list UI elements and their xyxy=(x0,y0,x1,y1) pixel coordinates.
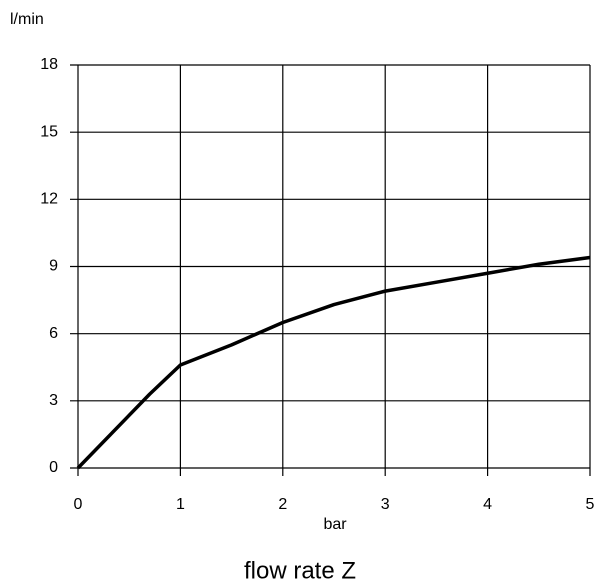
x-tick-label: 5 xyxy=(586,496,595,513)
y-tick-label: 9 xyxy=(49,258,58,275)
y-tick-label: 18 xyxy=(40,56,58,73)
y-tick-label: 3 xyxy=(49,392,58,409)
y-tick-label: 12 xyxy=(40,191,58,208)
y-tick-label: 0 xyxy=(49,459,58,476)
x-tick-label: 2 xyxy=(278,496,287,513)
chart-title: flow rate Z xyxy=(244,557,356,584)
y-axis-label: l/min xyxy=(10,11,44,28)
x-axis-label: bar xyxy=(323,516,347,533)
data-line xyxy=(76,255,591,470)
y-tick-label: 15 xyxy=(40,123,58,140)
y-tick-label: 6 xyxy=(49,325,58,342)
x-tick-label: 1 xyxy=(176,496,185,513)
x-tick-label: 3 xyxy=(381,496,390,513)
x-tick-label: 0 xyxy=(74,496,83,513)
x-tick-label: 4 xyxy=(483,496,492,513)
